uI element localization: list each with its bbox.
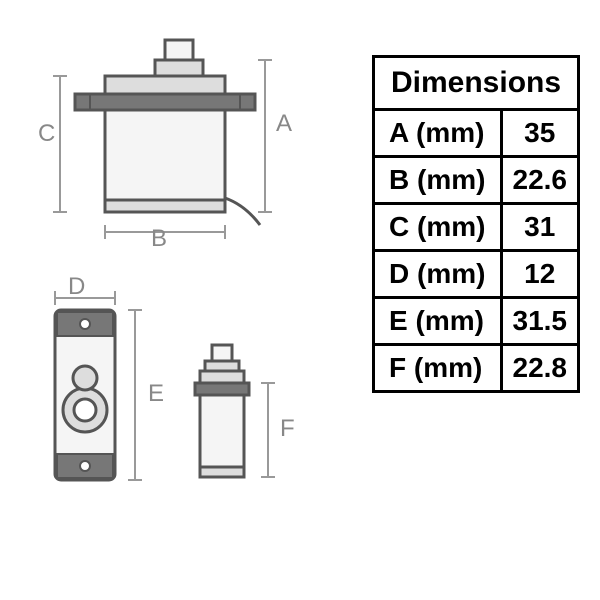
table-row: B (mm) 22.6	[374, 157, 579, 204]
dim-row-label: D (mm)	[374, 251, 501, 298]
dim-label-E: E	[148, 380, 164, 408]
servo-side-view	[75, 40, 260, 225]
dim-row-value: 35	[501, 110, 579, 157]
dim-label-C: C	[38, 120, 55, 148]
dim-row-label: E (mm)	[374, 298, 501, 345]
table-row: A (mm) 35	[374, 110, 579, 157]
dim-F	[261, 383, 275, 477]
dim-row-value: 22.8	[501, 345, 579, 392]
servo-diagram	[10, 10, 320, 570]
dim-label-B: B	[151, 225, 167, 253]
dim-row-value: 31	[501, 204, 579, 251]
dim-label-A: A	[276, 110, 292, 138]
dim-row-label: F (mm)	[374, 345, 501, 392]
dim-row-value: 22.6	[501, 157, 579, 204]
servo-top-view	[55, 310, 115, 480]
dim-label-F: F	[280, 415, 295, 443]
table-row: C (mm) 31	[374, 204, 579, 251]
table-title: Dimensions	[374, 57, 579, 110]
dim-row-label: C (mm)	[374, 204, 501, 251]
dim-E	[128, 310, 142, 480]
table-row: F (mm) 22.8	[374, 345, 579, 392]
dim-A	[258, 60, 272, 212]
dim-row-label: A (mm)	[374, 110, 501, 157]
main-container: A B C D E F Dimensions A (mm) 35 B (mm) …	[0, 0, 600, 600]
table-row: E (mm) 31.5	[374, 298, 579, 345]
dim-row-label: B (mm)	[374, 157, 501, 204]
servo-front-view	[195, 345, 249, 477]
dim-row-value: 12	[501, 251, 579, 298]
table-row: D (mm) 12	[374, 251, 579, 298]
dim-row-value: 31.5	[501, 298, 579, 345]
dim-label-D: D	[68, 273, 85, 301]
dimensions-table: Dimensions A (mm) 35 B (mm) 22.6 C (mm) …	[372, 55, 580, 393]
